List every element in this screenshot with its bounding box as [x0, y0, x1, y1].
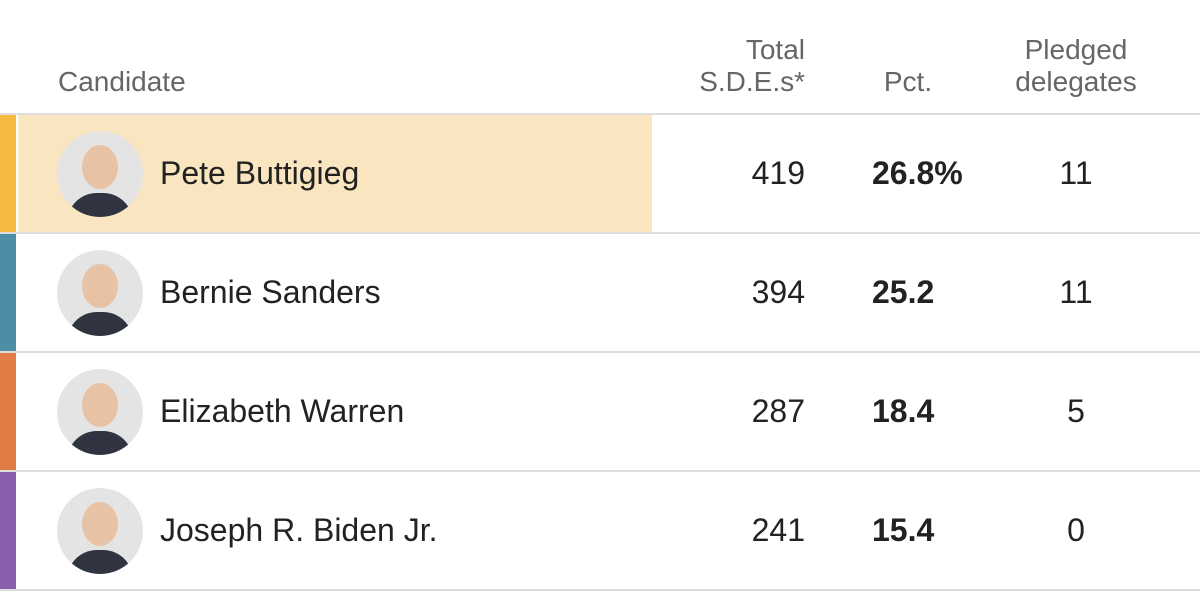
- percentage: 15.4: [872, 512, 935, 548]
- party-color-bar: [0, 472, 16, 589]
- pledged-delegates: 11: [1059, 274, 1093, 310]
- candidate-row: Joseph R. Biden Jr. 241 15.4 0: [0, 472, 1200, 591]
- sde-count: 419: [751, 155, 805, 191]
- avatar: [57, 131, 143, 217]
- avatar-body: [67, 193, 133, 217]
- header-candidate: Candidate: [58, 66, 186, 97]
- party-color-bar: [0, 353, 16, 470]
- sde-count: 241: [751, 512, 805, 548]
- results-table: Pete Buttigieg 419 26.8% 11 Bernie Sanders 39…: [0, 113, 1200, 591]
- sde-count: 287: [751, 393, 805, 429]
- avatar-body: [67, 431, 133, 455]
- avatar-face: [82, 502, 118, 546]
- avatar-body: [67, 550, 133, 574]
- party-color-bar: [0, 115, 16, 232]
- candidate-row: Elizabeth Warren 287 18.4 5: [0, 353, 1200, 472]
- avatar-face: [82, 145, 118, 189]
- candidate-row: Bernie Sanders 394 25.2 11: [0, 234, 1200, 353]
- avatar: [57, 250, 143, 336]
- party-color-bar: [0, 234, 16, 351]
- candidate-name: Pete Buttigieg: [160, 155, 360, 191]
- avatar-body: [67, 312, 133, 336]
- sde-count: 394: [751, 274, 805, 310]
- candidate-name: Joseph R. Biden Jr.: [160, 512, 438, 548]
- candidate-row: Pete Buttigieg 419 26.8% 11: [0, 115, 1200, 234]
- pledged-delegates: 5: [1067, 393, 1085, 429]
- avatar-face: [82, 264, 118, 308]
- candidate-name: Bernie Sanders: [160, 274, 381, 310]
- header-delegates: Pledged delegates: [1015, 34, 1137, 97]
- avatar: [57, 488, 143, 574]
- header-votes: Total S.D.E.s*: [699, 34, 805, 97]
- percentage: 25.2: [872, 274, 935, 310]
- candidate-name: Elizabeth Warren: [160, 393, 405, 429]
- pledged-delegates: 11: [1059, 155, 1093, 191]
- percentage: 26.8%: [872, 155, 963, 191]
- header-pct: Pct.: [883, 66, 933, 97]
- pledged-delegates: 0: [1067, 512, 1085, 548]
- avatar: [57, 369, 143, 455]
- avatar-face: [82, 383, 118, 427]
- percentage: 18.4: [872, 393, 935, 429]
